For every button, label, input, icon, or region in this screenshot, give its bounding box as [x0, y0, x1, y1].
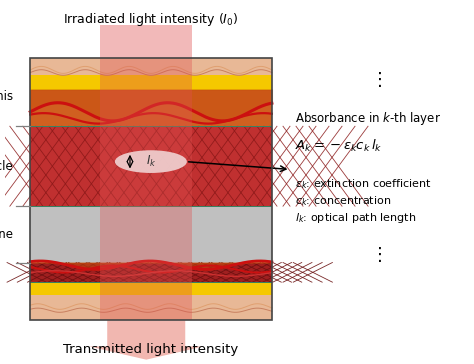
- Bar: [30, 126, 272, 206]
- FancyArrow shape: [89, 320, 204, 360]
- Bar: [30, 282, 272, 295]
- Bar: [30, 126, 272, 127]
- Text: Muscle: Muscle: [0, 160, 14, 173]
- Ellipse shape: [115, 150, 187, 173]
- Bar: [100, 25, 192, 58]
- Bar: [30, 58, 272, 320]
- Text: Dermis: Dermis: [0, 90, 14, 103]
- Text: $l_k$: optical path length: $l_k$: optical path length: [295, 211, 417, 225]
- Text: Bone: Bone: [0, 228, 14, 241]
- Text: Irradiated light intensity ($I_0$): Irradiated light intensity ($I_0$): [64, 11, 239, 28]
- Bar: [100, 58, 192, 320]
- Bar: [30, 282, 272, 283]
- Text: $I_k$: $I_k$: [146, 154, 157, 169]
- Bar: [30, 58, 272, 75]
- Text: $\varepsilon_k$: extinction coefficient: $\varepsilon_k$: extinction coefficient: [295, 177, 432, 191]
- Text: $A_k=-\varepsilon_k c_k\, l_k$: $A_k=-\varepsilon_k c_k\, l_k$: [295, 138, 383, 154]
- Bar: [30, 75, 272, 90]
- Bar: [30, 90, 272, 126]
- Bar: [30, 262, 272, 282]
- Text: Transmitted light intensity: Transmitted light intensity: [64, 343, 239, 356]
- Text: Absorbance in $k$-th layer: Absorbance in $k$-th layer: [295, 110, 441, 127]
- Bar: [30, 206, 272, 207]
- Bar: [30, 206, 272, 262]
- Bar: [30, 295, 272, 320]
- Text: $c_k$: concentration: $c_k$: concentration: [295, 194, 392, 208]
- Text: $\vdots$: $\vdots$: [370, 245, 383, 264]
- Text: $\vdots$: $\vdots$: [370, 70, 383, 88]
